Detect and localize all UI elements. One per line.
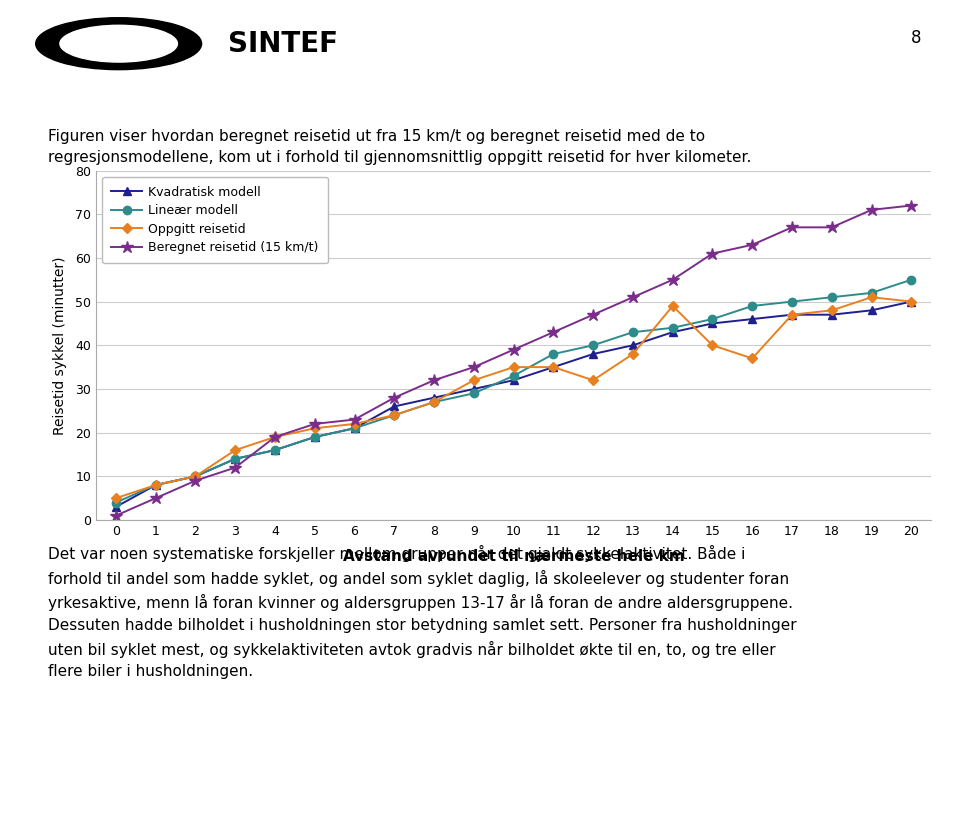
Lineær modell — [707, 314, 718, 324]
Text: Figuren viser hvordan beregnet reisetid ut fra 15 km/t og beregnet reisetid med : Figuren viser hvordan beregnet reisetid … — [48, 129, 752, 165]
Kvadratisk modell — [588, 349, 599, 359]
Oppgitt reisetid — [627, 349, 638, 359]
Text: SINTEF: SINTEF — [228, 30, 338, 57]
Beregnet reisetid (15 km/t) — [150, 493, 161, 503]
Beregnet reisetid (15 km/t) — [110, 511, 122, 521]
Kvadratisk modell — [905, 297, 917, 307]
Oppgitt reisetid — [905, 297, 917, 307]
Oppgitt reisetid — [468, 375, 480, 385]
Oppgitt reisetid — [269, 432, 280, 442]
Lineær modell — [508, 371, 519, 381]
Oppgitt reisetid — [389, 410, 400, 420]
Lineær modell — [229, 454, 241, 464]
Lineær modell — [786, 297, 798, 307]
Circle shape — [36, 17, 202, 70]
Circle shape — [60, 25, 178, 62]
Beregnet reisetid (15 km/t) — [588, 310, 599, 319]
Beregnet reisetid (15 km/t) — [468, 362, 480, 372]
Beregnet reisetid (15 km/t) — [866, 205, 877, 215]
Legend: Kvadratisk modell, Lineær modell, Oppgitt reisetid, Beregnet reisetid (15 km/t): Kvadratisk modell, Lineær modell, Oppgit… — [103, 177, 327, 263]
Kvadratisk modell — [428, 393, 440, 403]
Lineær modell — [150, 480, 161, 490]
Kvadratisk modell — [468, 384, 480, 394]
Lineær modell — [747, 301, 758, 311]
Kvadratisk modell — [747, 314, 758, 324]
Oppgitt reisetid — [309, 423, 321, 433]
Oppgitt reisetid — [150, 480, 161, 490]
Oppgitt reisetid — [348, 418, 360, 429]
Kvadratisk modell — [667, 327, 679, 337]
Line: Oppgitt reisetid: Oppgitt reisetid — [112, 294, 915, 502]
Line: Beregnet reisetid (15 km/t): Beregnet reisetid (15 km/t) — [109, 199, 918, 522]
Oppgitt reisetid — [826, 305, 837, 315]
Lineær modell — [468, 389, 480, 399]
Kvadratisk modell — [508, 375, 519, 385]
Kvadratisk modell — [190, 471, 202, 481]
Beregnet reisetid (15 km/t) — [508, 344, 519, 354]
Lineær modell — [866, 288, 877, 298]
Lineær modell — [309, 432, 321, 442]
Beregnet reisetid (15 km/t) — [309, 418, 321, 429]
Beregnet reisetid (15 km/t) — [229, 463, 241, 473]
Kvadratisk modell — [348, 423, 360, 433]
Lineær modell — [269, 445, 280, 455]
Oppgitt reisetid — [190, 471, 202, 481]
Beregnet reisetid (15 km/t) — [190, 476, 202, 486]
Lineær modell — [826, 292, 837, 302]
Beregnet reisetid (15 km/t) — [389, 393, 400, 403]
Kvadratisk modell — [866, 305, 877, 315]
Line: Kvadratisk modell: Kvadratisk modell — [111, 297, 916, 511]
Oppgitt reisetid — [747, 354, 758, 364]
Kvadratisk modell — [707, 319, 718, 329]
Kvadratisk modell — [389, 402, 400, 412]
Lineær modell — [905, 275, 917, 285]
Kvadratisk modell — [547, 362, 559, 372]
Oppgitt reisetid — [707, 340, 718, 350]
Beregnet reisetid (15 km/t) — [786, 222, 798, 232]
Beregnet reisetid (15 km/t) — [667, 275, 679, 285]
Beregnet reisetid (15 km/t) — [627, 292, 638, 302]
Oppgitt reisetid — [110, 493, 122, 503]
Oppgitt reisetid — [428, 397, 440, 407]
Kvadratisk modell — [786, 310, 798, 319]
Lineær modell — [110, 498, 122, 508]
Line: Lineær modell: Lineær modell — [111, 275, 916, 507]
Beregnet reisetid (15 km/t) — [428, 375, 440, 385]
Lineær modell — [547, 349, 559, 359]
Kvadratisk modell — [150, 480, 161, 490]
Kvadratisk modell — [269, 445, 280, 455]
Oppgitt reisetid — [508, 362, 519, 372]
Lineær modell — [389, 410, 400, 420]
Kvadratisk modell — [826, 310, 837, 319]
Text: Det var noen systematiske forskjeller mellom grupper når det gjaldt sykkelaktivi: Det var noen systematiske forskjeller me… — [48, 545, 797, 680]
Oppgitt reisetid — [866, 292, 877, 302]
Beregnet reisetid (15 km/t) — [905, 201, 917, 210]
Lineær modell — [627, 327, 638, 337]
Kvadratisk modell — [229, 454, 241, 464]
Beregnet reisetid (15 km/t) — [547, 327, 559, 337]
Beregnet reisetid (15 km/t) — [826, 222, 837, 232]
Oppgitt reisetid — [229, 445, 241, 455]
Y-axis label: Reisetid sykkel (minutter): Reisetid sykkel (minutter) — [53, 256, 67, 434]
Lineær modell — [190, 471, 202, 481]
Lineær modell — [588, 340, 599, 350]
Lineær modell — [667, 323, 679, 333]
Beregnet reisetid (15 km/t) — [348, 414, 360, 424]
Beregnet reisetid (15 km/t) — [269, 432, 280, 442]
Text: 8: 8 — [911, 29, 922, 47]
X-axis label: Avstand avrundet til nærmeste hele km: Avstand avrundet til nærmeste hele km — [343, 549, 684, 564]
Oppgitt reisetid — [547, 362, 559, 372]
Oppgitt reisetid — [786, 310, 798, 319]
Beregnet reisetid (15 km/t) — [707, 249, 718, 259]
Oppgitt reisetid — [667, 301, 679, 311]
Lineær modell — [348, 423, 360, 433]
Kvadratisk modell — [627, 340, 638, 350]
Kvadratisk modell — [309, 432, 321, 442]
Lineær modell — [428, 397, 440, 407]
Oppgitt reisetid — [588, 375, 599, 385]
Kvadratisk modell — [110, 502, 122, 512]
Beregnet reisetid (15 km/t) — [747, 240, 758, 250]
